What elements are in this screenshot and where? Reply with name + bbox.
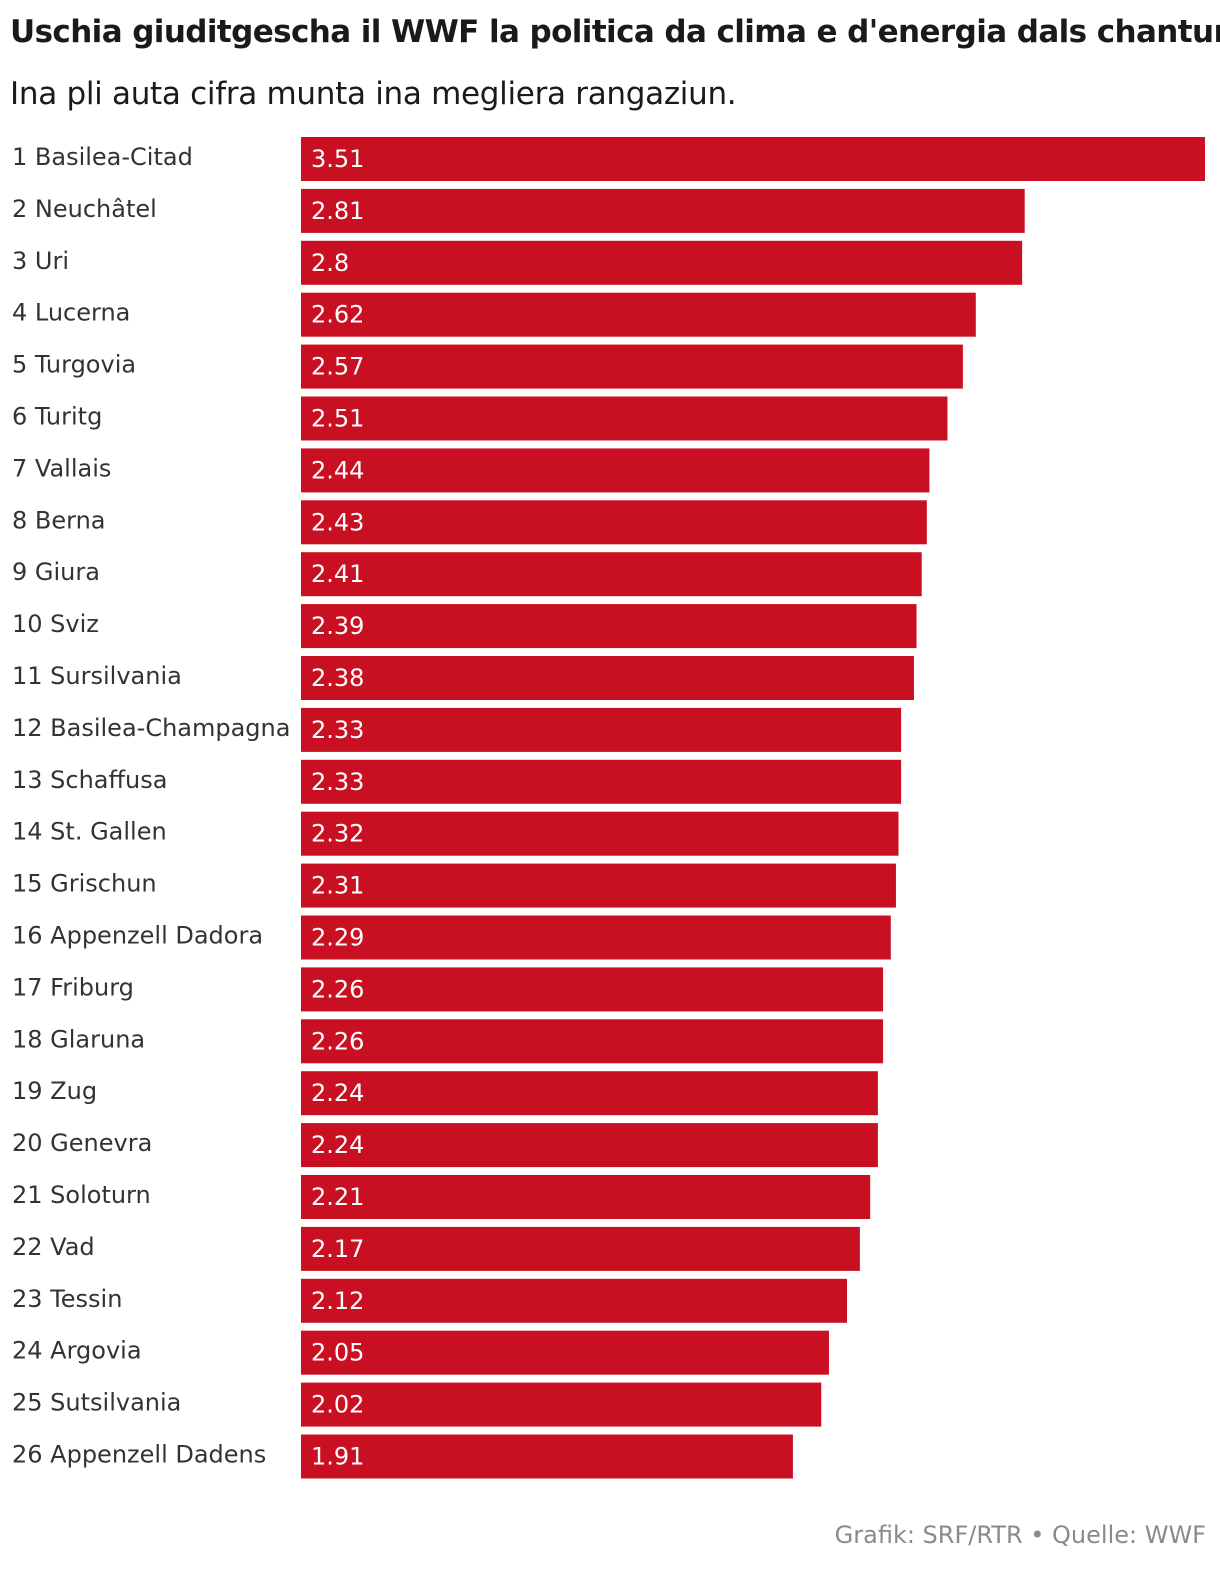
value-label: 2.32 <box>311 820 364 848</box>
category-label: 10 Sviz <box>12 610 99 638</box>
value-label: 2.39 <box>311 612 364 640</box>
category-label: 25 Sutsilvania <box>12 1389 181 1417</box>
value-label: 2.43 <box>311 508 364 536</box>
category-label: 17 Friburg <box>12 973 134 1001</box>
value-label: 2.62 <box>311 301 364 329</box>
value-label: 2.51 <box>311 405 364 433</box>
value-label: 2.41 <box>311 560 364 588</box>
category-label: 23 Tessin <box>12 1285 122 1313</box>
bar <box>301 396 948 441</box>
bar <box>301 759 902 804</box>
bar <box>301 1434 793 1479</box>
category-label: 4 Lucerna <box>12 299 130 327</box>
value-label: 2.31 <box>311 872 364 900</box>
bar <box>301 188 1025 233</box>
bar <box>301 552 922 597</box>
category-label: 2 Neuchâtel <box>12 195 157 223</box>
bar <box>301 863 896 908</box>
bar <box>301 292 976 337</box>
value-label: 2.29 <box>311 924 364 952</box>
value-label: 2.44 <box>311 456 364 484</box>
value-label: 2.33 <box>311 716 364 744</box>
bar <box>301 1175 871 1219</box>
bar <box>301 1382 822 1427</box>
value-label: 2.02 <box>311 1391 364 1419</box>
value-label: 2.26 <box>311 975 364 1003</box>
category-label: 9 Giura <box>12 558 100 586</box>
bar <box>301 344 963 389</box>
bar <box>301 811 899 856</box>
bar <box>301 1278 848 1323</box>
value-label: 2.12 <box>311 1287 364 1315</box>
category-label: 7 Vallais <box>12 454 111 482</box>
bar <box>301 656 914 700</box>
chart-title: Uschia giuditgescha il WWF la politica d… <box>10 14 1220 50</box>
category-label: 26 Appenzell Dadens <box>12 1441 266 1469</box>
value-label: 2.8 <box>311 249 349 277</box>
bar <box>301 915 891 960</box>
bar <box>301 707 902 752</box>
category-label: 8 Berna <box>12 506 106 534</box>
chart-subtitle: Ina pli auta cifra munta ina megliera ra… <box>10 76 737 112</box>
category-label: 21 Soloturn <box>12 1181 151 1209</box>
source-credit: Grafik: SRF/RTR • Quelle: WWF <box>834 1521 1206 1549</box>
category-label: 13 Schaffusa <box>12 766 167 794</box>
category-label: 5 Turgovia <box>12 351 136 379</box>
category-label: 6 Turitg <box>12 403 102 431</box>
bar <box>301 500 927 545</box>
value-label: 2.33 <box>311 768 364 796</box>
value-label: 2.24 <box>311 1079 364 1107</box>
category-label: 15 Grischun <box>12 870 157 898</box>
bar <box>301 604 917 649</box>
category-label: 14 St. Gallen <box>12 818 167 846</box>
category-label: 22 Vad <box>12 1233 95 1261</box>
category-label: 20 Genevra <box>12 1129 152 1157</box>
value-label: 2.05 <box>311 1339 364 1367</box>
category-label: 18 Glaruna <box>12 1025 145 1053</box>
value-label: 2.26 <box>311 1027 364 1055</box>
category-label: 16 Appenzell Dadora <box>12 922 263 950</box>
bar <box>301 448 930 493</box>
bar <box>301 1071 878 1116</box>
bar <box>301 967 884 1012</box>
category-label: 24 Argovia <box>12 1337 142 1365</box>
bar <box>301 137 1205 181</box>
value-label: 2.21 <box>311 1183 364 1211</box>
value-label: 1.91 <box>311 1443 364 1471</box>
category-label: 19 Zug <box>12 1077 97 1105</box>
value-label: 2.17 <box>311 1235 364 1263</box>
bar <box>301 1226 860 1271</box>
value-label: 3.51 <box>311 145 364 173</box>
category-label: 1 Basilea-Citad <box>12 143 193 171</box>
bar <box>301 1330 829 1375</box>
category-label: 12 Basilea-Champagna <box>12 714 290 742</box>
bar <box>301 240 1023 285</box>
value-label: 2.81 <box>311 197 364 225</box>
value-label: 2.38 <box>311 664 364 692</box>
bar <box>301 1019 884 1064</box>
value-label: 2.24 <box>311 1131 364 1159</box>
category-label: 3 Uri <box>12 247 69 275</box>
category-label: 11 Sursilvania <box>12 662 182 690</box>
bar <box>301 1123 878 1168</box>
bar-chart: 1 Basilea-Citad 3.51 2 Neuchâtel 2.81 3 Uri 2… <box>12 137 1205 1479</box>
value-label: 2.57 <box>311 353 364 381</box>
